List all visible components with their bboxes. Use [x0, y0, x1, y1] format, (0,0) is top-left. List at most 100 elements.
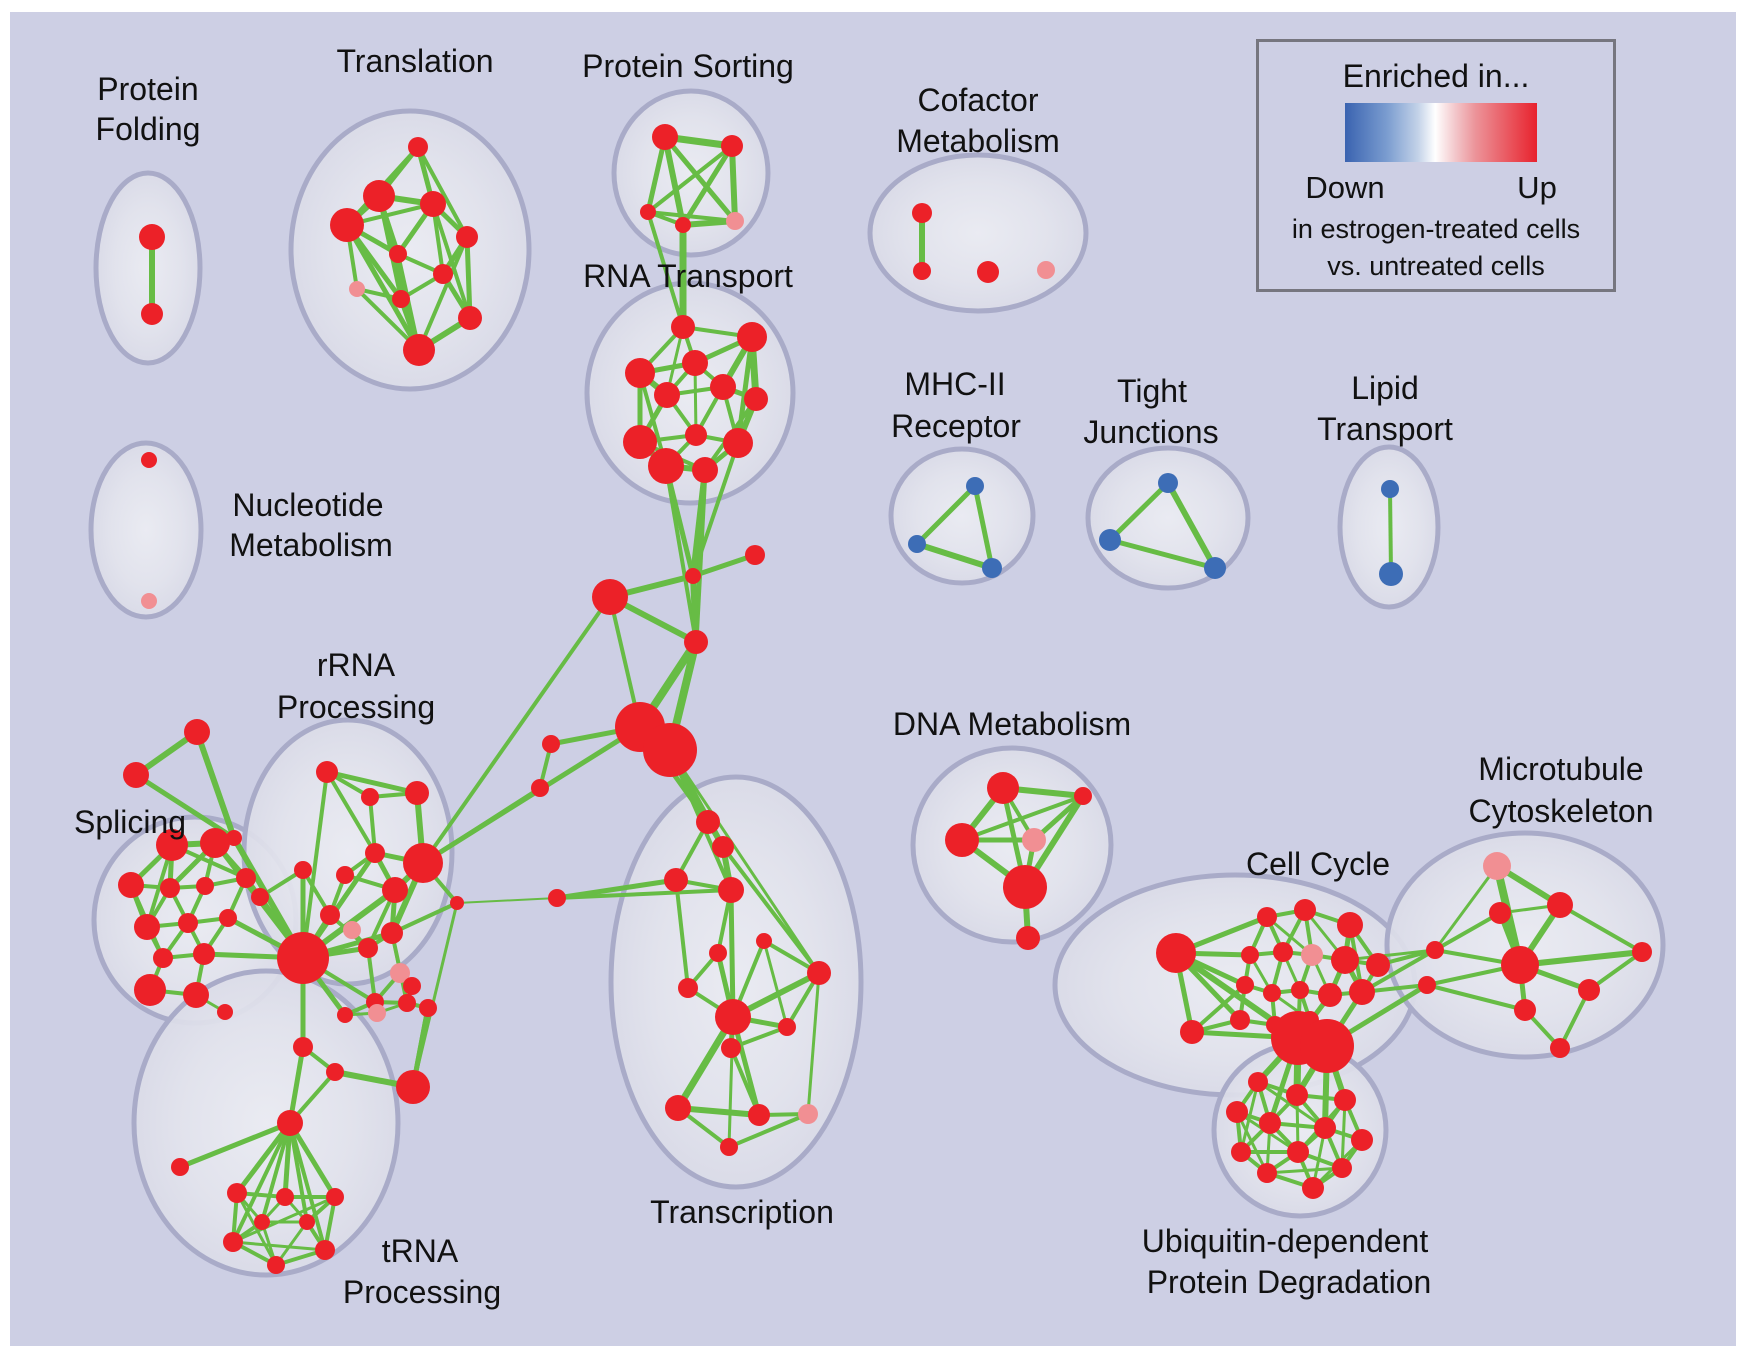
- legend-up-label: Up: [1517, 170, 1557, 205]
- network-node-red: [277, 1110, 303, 1136]
- network-edge: [692, 552, 756, 579]
- network-edge: [232, 1195, 336, 1244]
- network-node-red: [193, 943, 215, 965]
- network-node-red: [652, 124, 678, 150]
- network-node-red: [254, 1214, 270, 1230]
- network-edge: [416, 146, 469, 238]
- legend-title: Enriched in...: [1342, 58, 1530, 94]
- network-edge: [674, 879, 690, 989]
- network-node-pink: [726, 212, 744, 230]
- network-node-red: [1632, 942, 1652, 962]
- network-edge: [646, 144, 734, 214]
- network-edge: [1519, 949, 1643, 968]
- cluster-label-transcription: Transcription: [650, 1194, 834, 1230]
- cluster-label-trna-2: Processing: [343, 1274, 501, 1310]
- network-node-red: [336, 866, 354, 884]
- network-node-red: [365, 843, 385, 863]
- network-edge: [762, 940, 789, 1028]
- network-node-red: [403, 977, 421, 995]
- network-node-red: [358, 938, 378, 958]
- network-node-red: [134, 914, 160, 940]
- network-node-red: [160, 878, 180, 898]
- network-node-red: [1351, 1129, 1373, 1151]
- network-node-pink: [1022, 828, 1046, 852]
- network-node-red: [403, 843, 443, 883]
- cluster-label-microtubule-2: Cytoskeleton: [1469, 793, 1654, 829]
- network-node-red: [664, 868, 688, 892]
- network-node-red: [316, 761, 338, 783]
- network-edge: [260, 1122, 292, 1223]
- network-edge: [456, 897, 558, 904]
- network-node-red: [363, 180, 395, 212]
- network-node-red: [294, 861, 312, 879]
- cluster-ellipse-trna-processing: [131, 968, 401, 1278]
- network-node-red: [721, 135, 743, 157]
- network-node-red: [977, 261, 999, 283]
- network-node-red: [398, 994, 416, 1012]
- network-edge: [235, 1121, 292, 1195]
- network-edge: [721, 845, 821, 975]
- network-node-red: [396, 1070, 430, 1104]
- cluster-ellipse-protein-sorting: [611, 88, 771, 258]
- network-edge: [1257, 1080, 1326, 1130]
- network-node-red: [153, 948, 173, 968]
- network-node-red: [299, 1214, 315, 1230]
- network-node-pink: [368, 1004, 386, 1022]
- network-edge: [1165, 481, 1218, 570]
- network-node-red: [196, 877, 214, 895]
- network-node-red: [1349, 979, 1375, 1005]
- network-node-red: [1257, 907, 1277, 927]
- network-node-red: [1418, 976, 1436, 994]
- network-node-red: [1016, 926, 1040, 950]
- network-node-red: [320, 905, 340, 925]
- network-node-red: [678, 978, 698, 998]
- network-edge: [232, 1240, 326, 1252]
- network-edge: [680, 144, 735, 227]
- network-node-red: [531, 779, 549, 797]
- cluster-label-cofactor-1: Cofactor: [918, 82, 1039, 118]
- network-node-red: [1241, 946, 1259, 964]
- network-edge: [1361, 948, 1436, 994]
- network-node-pink: [798, 1104, 818, 1124]
- network-node-red: [1332, 1158, 1352, 1178]
- network-node-red: [744, 387, 768, 411]
- network-node-red: [745, 545, 765, 565]
- network-node-red: [715, 999, 751, 1035]
- network-node-red: [219, 909, 237, 927]
- network-node-red: [1259, 1112, 1281, 1134]
- network-node-red: [1263, 984, 1281, 1002]
- network-node-red: [139, 224, 165, 250]
- network-edge: [1344, 948, 1436, 962]
- network-node-red: [293, 1037, 313, 1057]
- network-node-red: [684, 630, 708, 654]
- cluster-label-mhc-2: Receptor: [891, 408, 1021, 444]
- network-edge: [417, 236, 469, 351]
- network-node-red: [419, 999, 437, 1017]
- network-node-blue: [1204, 557, 1226, 579]
- network-node-red: [405, 781, 429, 805]
- network-node-red: [381, 922, 403, 944]
- network-node-red: [277, 932, 329, 984]
- network-node-red: [592, 579, 628, 615]
- network-node-red: [685, 568, 701, 584]
- network-node-red: [1156, 933, 1196, 973]
- cluster-ellipse-protein-folding: [93, 170, 203, 366]
- legend-gradient-bar: [1345, 103, 1537, 162]
- network-edge: [915, 484, 977, 546]
- network-node-red: [337, 1007, 353, 1023]
- network-node-red: [1236, 976, 1254, 994]
- network-node-red: [1547, 892, 1573, 918]
- network-node-red: [420, 191, 446, 217]
- network-node-red: [723, 428, 753, 458]
- network-node-red: [709, 944, 727, 962]
- cluster-label-rrna-1: rRNA: [317, 647, 396, 683]
- cluster-ellipse-mhc-ii-receptor: [888, 446, 1036, 586]
- network-node-red: [643, 723, 697, 777]
- network-edge: [179, 1120, 291, 1170]
- cluster-label-nucleotide-2: Metabolism: [229, 527, 393, 563]
- network-node-blue: [1379, 562, 1403, 586]
- network-node-red: [1248, 1072, 1268, 1092]
- cluster-label-lipid-1: Lipid: [1351, 370, 1419, 406]
- network-edge: [288, 1122, 309, 1223]
- network-node-red: [183, 982, 209, 1008]
